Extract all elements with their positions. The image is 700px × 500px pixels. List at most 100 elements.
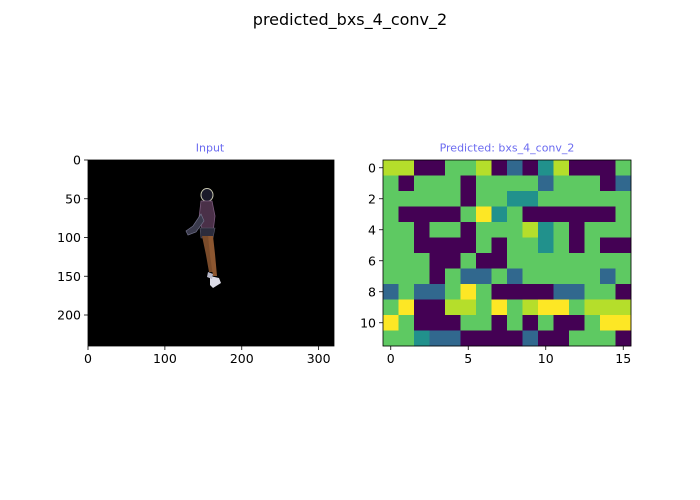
heatmap-cell	[553, 268, 570, 285]
heatmap-cell	[414, 284, 430, 300]
heatmap-cell	[569, 299, 585, 316]
heatmap-cell	[538, 206, 554, 223]
heatmap-cell	[445, 175, 461, 192]
heatmap-cell	[460, 299, 477, 316]
heatmap-cell	[429, 253, 446, 269]
heatmap-cell	[491, 191, 508, 207]
heatmap-cell	[507, 315, 523, 331]
heatmap-cell	[398, 206, 415, 223]
heatmap-cell	[429, 299, 446, 316]
heatmap-cell	[445, 222, 461, 238]
heatmap-cell	[569, 330, 585, 347]
heatmap-cell	[445, 330, 461, 347]
heatmap-cell	[414, 160, 430, 176]
heatmap-cell	[476, 268, 492, 285]
heatmap-cell	[476, 299, 492, 316]
heatmap-cell	[476, 237, 492, 254]
heatmap-cell	[476, 191, 492, 207]
heatmap-cell	[445, 237, 461, 254]
heatmap-cell	[414, 299, 430, 316]
heatmap-cell	[383, 222, 399, 238]
heatmap-cell	[429, 315, 446, 331]
heatmap-cell	[429, 330, 446, 347]
heatmap-cell	[445, 315, 461, 331]
input-xtick-label: 200	[230, 351, 254, 366]
heatmap-axes-frame	[382, 159, 632, 347]
heatmap-cell	[584, 330, 601, 347]
heatmap-cell	[414, 237, 430, 254]
heatmap-cell	[398, 315, 415, 331]
input-ytick-label: 150	[57, 269, 81, 284]
heatmap-cell	[522, 206, 539, 223]
heatmap-cell	[414, 222, 430, 238]
heatmap-cell	[429, 175, 446, 192]
heatmap-cell	[429, 237, 446, 254]
heatmap-cell	[476, 253, 492, 269]
heatmap-cell	[460, 191, 477, 207]
heatmap-cell	[522, 330, 539, 347]
heatmap-cell	[615, 284, 632, 300]
heatmap-cell	[584, 299, 601, 316]
heatmap-xtick-label: 0	[387, 351, 395, 366]
heatmap-cell	[491, 175, 508, 192]
heatmap-cell	[429, 268, 446, 285]
heatmap-cell	[538, 191, 554, 207]
heatmap-cell	[584, 253, 601, 269]
heatmap-cell	[569, 268, 585, 285]
heatmap-cell	[615, 268, 632, 285]
input-xtick-label: 100	[153, 351, 177, 366]
heatmap-cell	[507, 175, 523, 192]
input-axes-frame	[87, 159, 335, 347]
heatmap-cell	[491, 253, 508, 269]
heatmap-cell	[383, 315, 399, 331]
heatmap-cell	[507, 160, 523, 176]
heatmap-cell	[600, 330, 616, 347]
heatmap-cell	[584, 175, 601, 192]
heatmap-cell	[383, 253, 399, 269]
heatmap-cell	[383, 206, 399, 223]
heatmap-cell	[414, 191, 430, 207]
heatmap-cell	[445, 253, 461, 269]
heatmap-cell	[600, 284, 616, 300]
heatmap-cell	[600, 299, 616, 316]
heatmap-cell	[569, 253, 585, 269]
heatmap-cell	[553, 237, 570, 254]
heatmap-cell	[600, 175, 616, 192]
heatmap-cell	[507, 237, 523, 254]
heatmap-cell	[538, 160, 554, 176]
heatmap-cell	[584, 191, 601, 207]
heatmap-cell	[615, 191, 632, 207]
heatmap-cell	[569, 160, 585, 176]
heatmap-cell	[522, 222, 539, 238]
heatmap-cell	[569, 237, 585, 254]
heatmap-cell	[600, 206, 616, 223]
heatmap-xtick-label: 5	[464, 351, 472, 366]
heatmap-cell	[414, 268, 430, 285]
heatmap-cell	[615, 330, 632, 347]
heatmap-cell	[429, 284, 446, 300]
heatmap-cell	[398, 237, 415, 254]
heatmap-cell	[491, 315, 508, 331]
heatmap-cell	[522, 299, 539, 316]
heatmap-cell	[615, 237, 632, 254]
heatmap-cell	[522, 268, 539, 285]
heatmap-cell	[538, 253, 554, 269]
figure-suptitle: predicted_bxs_4_conv_2	[253, 10, 447, 30]
heatmap-cell	[460, 237, 477, 254]
heatmap-cell	[491, 222, 508, 238]
heatmap-cell	[445, 299, 461, 316]
heatmap-cell	[398, 284, 415, 300]
heatmap-cell	[414, 206, 430, 223]
heatmap-cell	[383, 284, 399, 300]
heatmap-cell	[491, 160, 508, 176]
heatmap-cell	[445, 206, 461, 223]
heatmap-cell	[553, 206, 570, 223]
heatmap-cell	[460, 315, 477, 331]
heatmap-cell	[507, 284, 523, 300]
heatmap-cell	[569, 191, 585, 207]
predicted-panel: Predicted: bxs_4_conv_2 0 5 10 15 0 2 4 6 8 10	[360, 142, 632, 366]
heatmap-cell	[460, 330, 477, 347]
input-ytick-label: 200	[57, 308, 81, 323]
input-ytick-label: 50	[65, 191, 81, 206]
